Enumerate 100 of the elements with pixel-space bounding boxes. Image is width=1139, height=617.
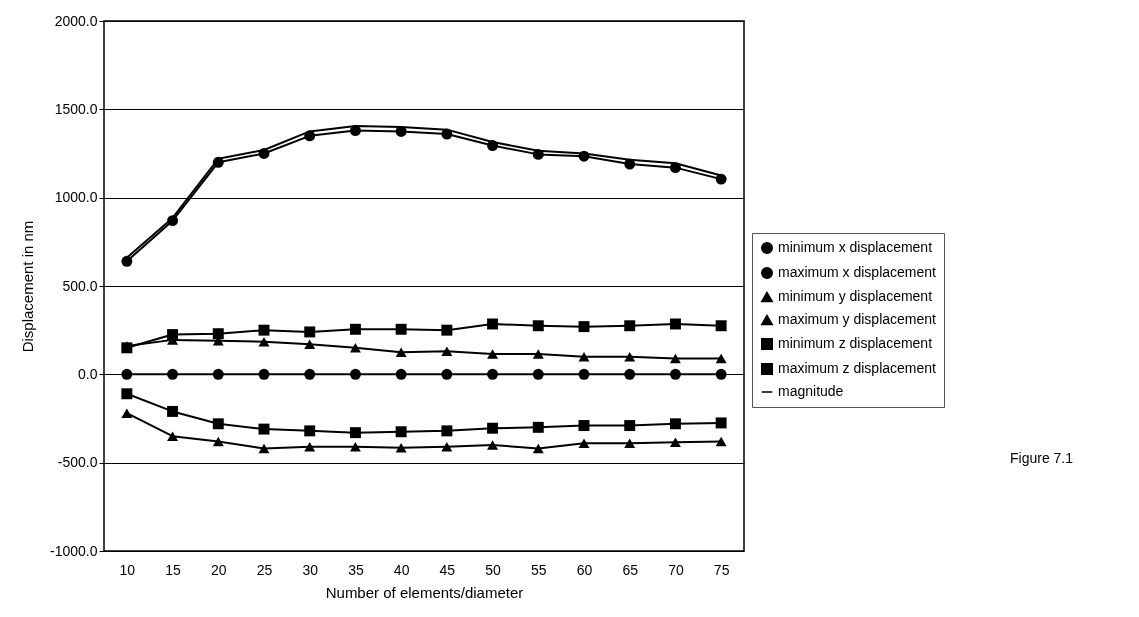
point [532, 421, 544, 433]
point [578, 351, 590, 362]
point [349, 323, 361, 335]
point [669, 437, 681, 448]
point [532, 148, 544, 160]
point [395, 323, 407, 335]
point [624, 351, 636, 362]
point [167, 405, 179, 417]
y-tick-label: 500.0 [62, 277, 98, 294]
point [441, 425, 453, 437]
point [487, 140, 499, 152]
point [624, 420, 636, 432]
point [715, 353, 727, 364]
point [121, 388, 133, 400]
x-tick-label: 40 [393, 561, 410, 578]
point [715, 368, 727, 380]
y-tick-label: 0.0 [78, 365, 98, 382]
x-tick-label: 20 [211, 561, 227, 578]
point [578, 368, 590, 380]
point [167, 329, 179, 341]
point [167, 368, 179, 380]
point [212, 436, 224, 447]
point [167, 215, 179, 227]
point [212, 156, 224, 168]
y-tick-label: -1000.0 [50, 542, 98, 559]
point [624, 158, 636, 170]
point [121, 255, 133, 267]
x-tick-label: 45 [439, 561, 456, 578]
point [441, 442, 453, 452]
point [487, 368, 499, 380]
legend-label: minimum x displacement [778, 239, 933, 255]
point [487, 349, 499, 359]
point [212, 328, 224, 340]
point [487, 318, 499, 330]
legend-label: maximum z displacement [778, 360, 937, 376]
point [532, 320, 544, 332]
point [669, 162, 681, 174]
point [669, 418, 681, 430]
point [395, 125, 407, 137]
point [258, 368, 270, 380]
point [395, 347, 407, 357]
legend-label: minimum y displacement [778, 288, 933, 304]
point [304, 130, 316, 142]
x-tick-label: 35 [348, 561, 364, 578]
legend-label: maximum x displacement [778, 264, 937, 280]
point [121, 408, 133, 418]
point [715, 173, 727, 185]
point [212, 418, 224, 430]
point [715, 436, 727, 447]
point [578, 420, 590, 432]
point [304, 339, 316, 350]
y-tick-label: 2000.0 [54, 12, 98, 29]
point [441, 128, 453, 140]
point [578, 438, 590, 448]
y-axis-title: Displacement in nm [19, 220, 37, 353]
point [258, 148, 270, 159]
point [212, 368, 224, 380]
point [121, 368, 133, 380]
point [578, 150, 590, 162]
point [441, 346, 453, 357]
x-axis-title: Number of elements/diameter [325, 583, 524, 601]
point [304, 368, 316, 380]
point [349, 343, 361, 353]
point [349, 368, 361, 380]
x-tick-label: 30 [302, 561, 319, 578]
y-tick-label: 1000.0 [54, 189, 98, 206]
y-tick-label: 1500.0 [54, 100, 98, 117]
legend-label: magnitude [778, 383, 844, 399]
x-tick-label: 75 [713, 561, 730, 578]
point [395, 426, 407, 438]
point [395, 442, 407, 453]
point [258, 443, 270, 454]
point [487, 422, 499, 434]
x-tick-label: 55 [531, 561, 547, 578]
caption: Figure 7.1 [1010, 450, 1074, 466]
x-tick-label: 60 [576, 561, 593, 578]
point [304, 425, 316, 437]
point [715, 417, 727, 429]
point [578, 321, 590, 333]
point [304, 326, 316, 338]
x-tick-label: 25 [256, 561, 273, 578]
point [669, 353, 681, 364]
point [715, 320, 727, 332]
point [487, 440, 499, 450]
x-tick-label: 70 [668, 561, 684, 578]
point [258, 336, 270, 347]
point [304, 442, 316, 452]
point [395, 368, 407, 380]
x-tick-label: 50 [485, 561, 502, 578]
point [624, 368, 636, 380]
point [258, 423, 270, 435]
point [349, 427, 361, 439]
y-tick-label: -500.0 [57, 454, 98, 471]
point [669, 368, 681, 380]
x-tick-label: 65 [622, 561, 639, 578]
legend-label: maximum y displacement [778, 311, 937, 327]
point [349, 125, 361, 136]
point [258, 324, 270, 336]
point [349, 442, 361, 452]
point [167, 431, 179, 441]
